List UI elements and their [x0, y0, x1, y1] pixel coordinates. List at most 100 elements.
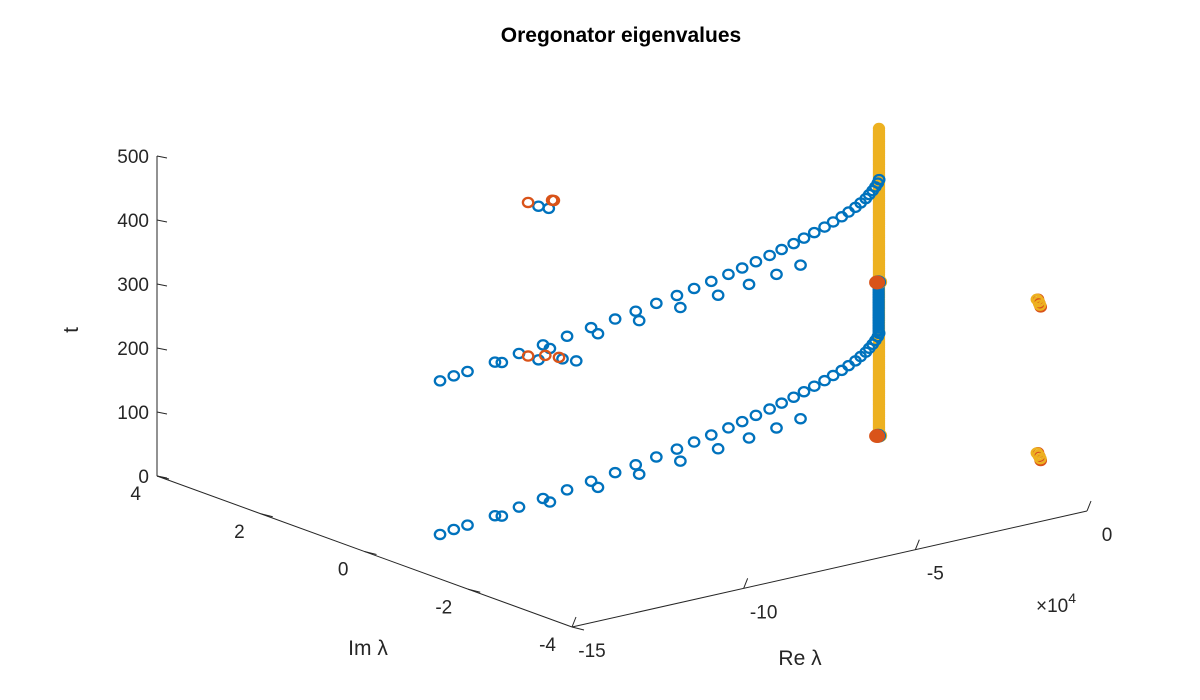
- series-0-point-17: [775, 397, 789, 409]
- series-2-point-5: [1033, 299, 1047, 311]
- t-tick-3: [156, 283, 168, 287]
- column-0-point: [872, 122, 886, 135]
- series-0-point-5: [560, 484, 574, 496]
- series-0-point-3: [512, 501, 526, 513]
- series-0-point-83: [742, 278, 756, 291]
- series-0-point-20: [807, 380, 821, 392]
- series-1-point-3: [521, 196, 535, 209]
- series-0-point-16: [763, 403, 776, 415]
- series-1-point-1: [538, 349, 552, 362]
- series-0-point-66: [447, 523, 461, 536]
- series-2-point-2: [1034, 452, 1047, 465]
- series-0-point-50: [775, 243, 789, 256]
- t-tick-5: [156, 155, 168, 159]
- series-0-point-8: [629, 459, 643, 471]
- t-tick-2: [156, 347, 168, 351]
- series-0-point-77: [495, 356, 509, 369]
- series-0-point-79: [591, 328, 605, 340]
- series-0-point-82: [711, 289, 725, 301]
- series-0-point-51: [787, 237, 801, 250]
- im-tick-2: [364, 551, 377, 555]
- im-tick-label-3: 2: [234, 522, 245, 543]
- re-exponent-base: ×10: [1036, 596, 1068, 617]
- series-1-point-2: [552, 351, 566, 364]
- re-axis-label: Re λ: [778, 647, 822, 670]
- re-exponent-power: 4: [1068, 590, 1076, 606]
- im-tick-3: [260, 513, 273, 518]
- series-0-point-2: [488, 509, 502, 522]
- im-tick-label-4: 4: [130, 484, 141, 505]
- series-0-point-85: [794, 259, 807, 271]
- series-0-point-73: [742, 432, 756, 444]
- im-tick-label-0: -4: [539, 635, 556, 656]
- series-0-point-40: [608, 313, 622, 325]
- im-axis-label: Im λ: [348, 637, 388, 660]
- series-1-point-5: [547, 194, 561, 207]
- series-0-point-76: [447, 370, 461, 382]
- series-0-point-84: [770, 268, 783, 281]
- t-tick-label-5: 500: [117, 147, 149, 168]
- t-tick-1: [156, 411, 168, 415]
- re-tick-0: [571, 616, 577, 628]
- series-0-point-72: [711, 443, 725, 455]
- series-0-point-21: [818, 374, 831, 387]
- re-tick-label-3: 0: [1102, 525, 1113, 546]
- series-0-point-54: [818, 221, 831, 233]
- series-0-point-1: [461, 519, 474, 531]
- series-0-point-38: [560, 330, 574, 343]
- series-0-point-18: [787, 391, 801, 403]
- series-0-point-44: [687, 282, 701, 295]
- series-0-point-52: [797, 232, 811, 244]
- series-0-point-81: [674, 301, 687, 314]
- im-tick-0: [571, 626, 585, 631]
- series-0-point-55: [826, 216, 840, 228]
- series-0-point-15: [749, 409, 763, 422]
- re-axis-line: [571, 510, 1088, 628]
- series-0-point-75: [794, 412, 807, 425]
- re-tick-3: [1086, 500, 1092, 512]
- t-tick-label-3: 300: [117, 275, 149, 296]
- series-0-point-32: [872, 327, 886, 339]
- series-0-point-48: [749, 255, 763, 268]
- series-0-point-41: [629, 305, 643, 317]
- t-tick-label-2: 200: [117, 339, 149, 360]
- re-tick-label-2: -5: [927, 564, 944, 585]
- series-0-point-9: [649, 451, 663, 463]
- cluster-2-1: [869, 275, 886, 290]
- series-0-point-47: [735, 262, 749, 274]
- series-0-point-49: [763, 249, 776, 262]
- series-0-point-68: [543, 496, 557, 508]
- re-tick-2: [914, 539, 920, 550]
- series-0-point-67: [495, 510, 509, 522]
- series-0-point-70: [632, 468, 646, 481]
- series-0-point-45: [704, 275, 718, 288]
- series-0-point-42: [649, 297, 663, 310]
- t-tick-label-0: 0: [138, 467, 149, 488]
- re-tick-label-0: -15: [578, 641, 605, 662]
- series-0-point-11: [687, 436, 701, 448]
- series-0-point-12: [704, 429, 718, 441]
- re-tick-label-1: -10: [750, 602, 777, 623]
- im-tick-label-1: -2: [435, 597, 452, 618]
- series-0-point-33: [433, 375, 447, 387]
- series-0-point-7: [608, 466, 622, 479]
- series-0-point-10: [670, 443, 684, 455]
- t-tick-label-4: 400: [117, 211, 149, 232]
- series-0-point-74: [770, 422, 783, 434]
- cluster-2-0: [869, 429, 886, 444]
- t-axis-label: t: [60, 327, 83, 333]
- series-0-point-39: [584, 321, 598, 334]
- im-tick-label-2: 0: [338, 560, 349, 581]
- chart-title: Oregonator eigenvalues: [501, 24, 741, 47]
- axes-3d: [156, 155, 1092, 631]
- series-0-point-46: [722, 268, 735, 281]
- series-0-point-35: [488, 356, 502, 368]
- re-exponent-label: ×104: [1036, 590, 1076, 617]
- series-1-point-0: [521, 350, 535, 362]
- series-0-point-0: [433, 528, 447, 541]
- series-0-point-6: [584, 475, 598, 488]
- im-tick-1: [468, 588, 481, 593]
